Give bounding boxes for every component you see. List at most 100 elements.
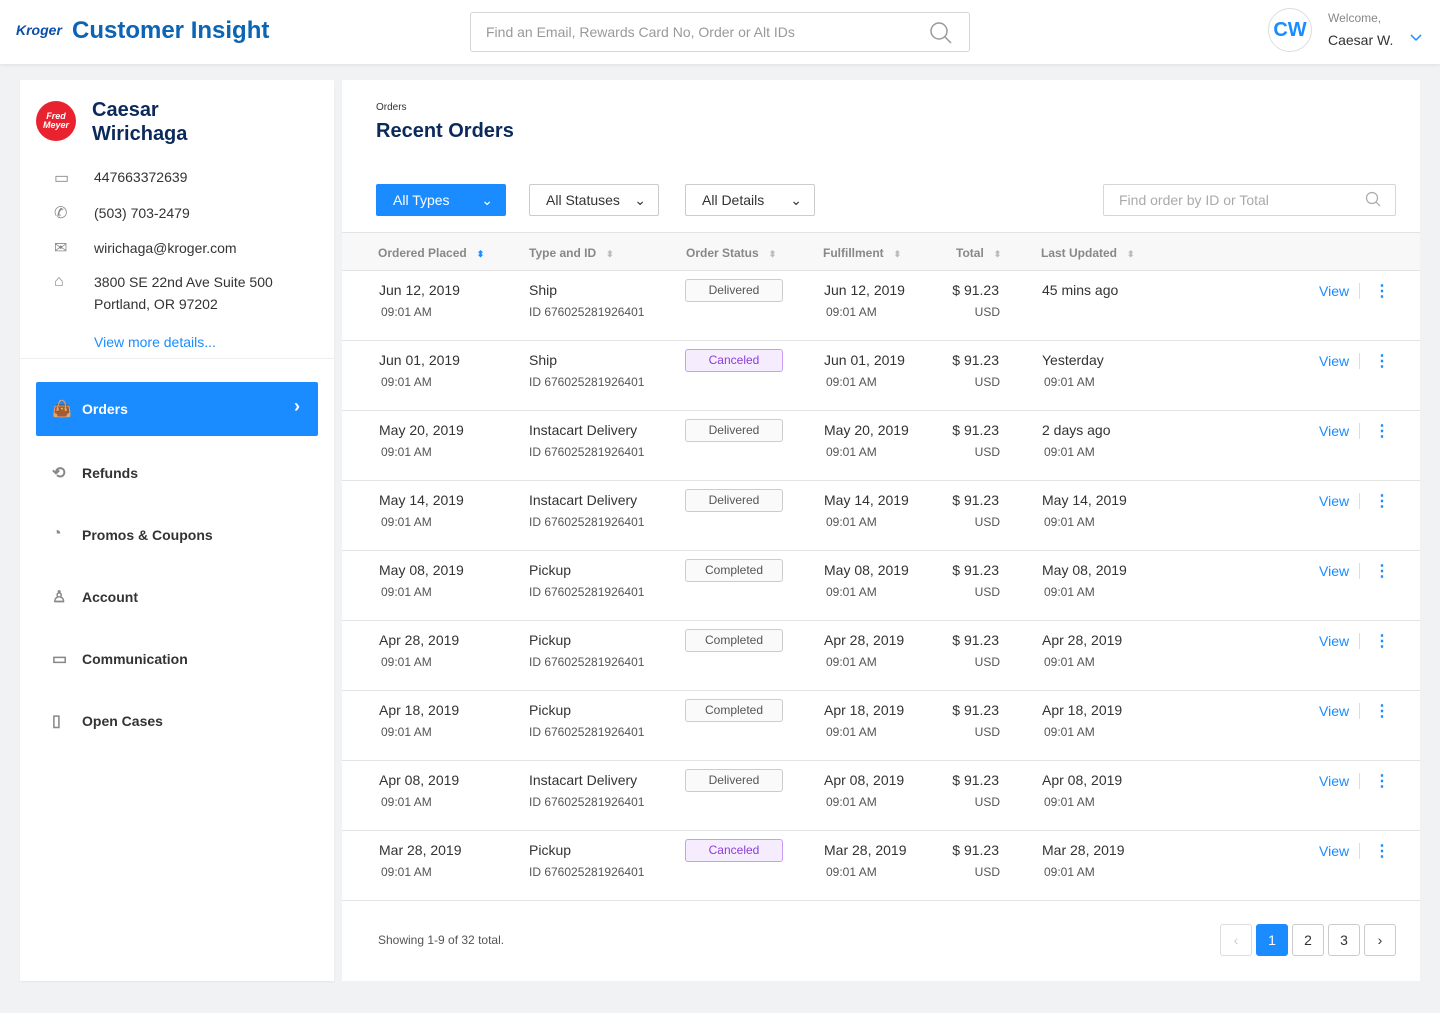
order-id: ID 676025281926401 — [529, 725, 645, 739]
fulfillment-time: 09:01 AM — [826, 655, 877, 669]
last-updated: Apr 18, 2019 — [1042, 702, 1123, 718]
order-time: 09:01 AM — [381, 865, 432, 879]
fulfillment-time: 09:01 AM — [826, 445, 877, 459]
more-options-icon[interactable]: ⋮ — [1374, 703, 1390, 720]
column-header[interactable]: Fulfillment ⬍ — [823, 246, 901, 260]
view-order-link[interactable]: View — [1319, 703, 1361, 719]
prev-page-button[interactable]: ‹ — [1220, 924, 1252, 956]
order-type: Ship — [529, 352, 558, 368]
order-date: Jun 01, 2019 — [379, 352, 460, 368]
sidebar-item-label: Refunds — [82, 465, 138, 481]
sort-icon[interactable]: ⬍ — [768, 249, 777, 259]
order-total: $ 91.23 — [952, 492, 999, 508]
view-order-link[interactable]: View — [1319, 633, 1361, 649]
view-order-link[interactable]: View — [1319, 283, 1361, 299]
sidebar-item-account[interactable]: ♙ Account — [36, 570, 318, 624]
user-icon: ♙ — [52, 589, 67, 606]
order-currency: USD — [974, 375, 1000, 389]
next-page-button[interactable]: › — [1364, 924, 1396, 956]
status-filter-dropdown[interactable]: All Statuses ⌄ — [529, 184, 659, 216]
last-updated-time: 09:01 AM — [1044, 445, 1095, 459]
sort-icon[interactable]: ⬍ — [893, 249, 902, 259]
fulfillment-time: 09:01 AM — [826, 795, 877, 809]
order-time: 09:01 AM — [381, 305, 432, 319]
details-filter-dropdown[interactable]: All Details ⌄ — [685, 184, 815, 216]
column-header[interactable]: Total ⬍ — [956, 246, 1001, 260]
view-order-link[interactable]: View — [1319, 423, 1361, 439]
more-options-icon[interactable]: ⋮ — [1374, 563, 1390, 580]
sidebar-item-refunds[interactable]: ⟲ Refunds — [36, 446, 318, 500]
sort-icon[interactable]: ⬍ — [993, 249, 1002, 259]
sidebar-item-open-cases[interactable]: ▯ Open Cases — [36, 694, 318, 748]
global-search-input[interactable]: Find an Email, Rewards Card No, Order or… — [470, 12, 970, 52]
user-avatar[interactable]: CW — [1268, 8, 1312, 52]
order-total: $ 91.23 — [952, 282, 999, 298]
sidebar-item-promos-coupons[interactable]: ◔ Promos & Coupons — [36, 508, 318, 562]
view-order-link[interactable]: View — [1319, 563, 1361, 579]
last-updated: 2 days ago — [1042, 422, 1111, 438]
status-badge: Completed — [685, 629, 783, 652]
column-header[interactable]: Last Updated ⬍ — [1041, 246, 1135, 260]
order-total: $ 91.23 — [952, 352, 999, 368]
more-options-icon[interactable]: ⋮ — [1374, 353, 1390, 370]
order-id: ID 676025281926401 — [529, 445, 645, 459]
order-type: Pickup — [529, 562, 572, 578]
fulfillment-date: Jun 01, 2019 — [824, 352, 905, 368]
search-icon[interactable] — [929, 21, 953, 45]
column-header-label: Order Status — [686, 246, 759, 260]
fred-meyer-logo: Fred Meyer — [36, 101, 76, 141]
user-name[interactable]: Caesar W. — [1328, 32, 1394, 48]
kroger-logo[interactable]: Kroger — [16, 22, 62, 38]
view-more-details-link[interactable]: View more details... — [94, 334, 216, 350]
column-header[interactable]: Ordered Placed ⬍ — [378, 246, 484, 260]
more-options-icon[interactable]: ⋮ — [1374, 773, 1390, 790]
page-button-3[interactable]: 3 — [1328, 924, 1360, 956]
refund-icon: ⟲ — [52, 465, 66, 482]
order-type: Pickup — [529, 842, 572, 858]
order-search-input[interactable]: Find order by ID or Total — [1103, 184, 1396, 216]
page-button-1[interactable]: 1 — [1256, 924, 1288, 956]
column-header[interactable]: Order Status ⬍ — [686, 246, 776, 260]
sidebar-item-orders[interactable]: 👜 Orders › — [36, 382, 318, 436]
column-header[interactable]: Type and ID ⬍ — [529, 246, 614, 260]
sidebar-item-communication[interactable]: ▭ Communication — [36, 632, 318, 686]
last-updated-time: 09:01 AM — [1044, 725, 1095, 739]
more-options-icon[interactable]: ⋮ — [1374, 493, 1390, 510]
sort-icon[interactable]: ⬍ — [476, 249, 485, 259]
column-header-label: Ordered Placed — [378, 246, 467, 260]
fulfillment-date: Apr 08, 2019 — [824, 772, 905, 788]
search-icon[interactable] — [1365, 191, 1381, 207]
chevron-down-icon: ⌄ — [481, 192, 493, 208]
customer-sidebar: Fred Meyer Caesar Wirichaga ▭ 44766337263… — [20, 80, 334, 981]
sort-icon[interactable]: ⬍ — [606, 249, 614, 259]
sidebar-item-label: Communication — [82, 651, 188, 667]
view-order-link[interactable]: View — [1319, 843, 1361, 859]
fulfillment-time: 09:01 AM — [826, 865, 877, 879]
page-button-2[interactable]: 2 — [1292, 924, 1324, 956]
order-id: ID 676025281926401 — [529, 375, 645, 389]
view-order-link[interactable]: View — [1319, 773, 1361, 789]
more-options-icon[interactable]: ⋮ — [1374, 283, 1390, 300]
more-options-icon[interactable]: ⋮ — [1374, 633, 1390, 650]
view-order-link[interactable]: View — [1319, 353, 1361, 369]
column-header-label: Last Updated — [1041, 246, 1118, 260]
customer-name: Caesar Wirichaga — [92, 99, 188, 145]
last-updated: Mar 28, 2019 — [1042, 842, 1125, 858]
sort-icon[interactable]: ⬍ — [1127, 249, 1135, 259]
column-header-label: Total — [956, 246, 984, 260]
fulfillment-time: 09:01 AM — [826, 375, 877, 389]
order-date: May 14, 2019 — [379, 492, 464, 508]
view-order-link[interactable]: View — [1319, 493, 1361, 509]
order-time: 09:01 AM — [381, 585, 432, 599]
rewards-card-number: 447663372639 — [94, 169, 188, 185]
fulfillment-time: 09:01 AM — [826, 305, 877, 319]
table-row: May 20, 2019 09:01 AM Instacart Delivery ID… — [342, 411, 1420, 481]
breadcrumb[interactable]: Orders — [376, 102, 407, 113]
more-options-icon[interactable]: ⋮ — [1374, 423, 1390, 440]
type-filter-dropdown[interactable]: All Types ⌄ — [376, 184, 506, 216]
mail-icon: ✉ — [54, 240, 68, 257]
table-row: Jun 01, 2019 09:01 AM Ship ID 6760252819264… — [342, 341, 1420, 411]
customer-phone: (503) 703-2479 — [94, 205, 190, 221]
chevron-down-icon[interactable] — [1410, 34, 1422, 42]
more-options-icon[interactable]: ⋮ — [1374, 843, 1390, 860]
